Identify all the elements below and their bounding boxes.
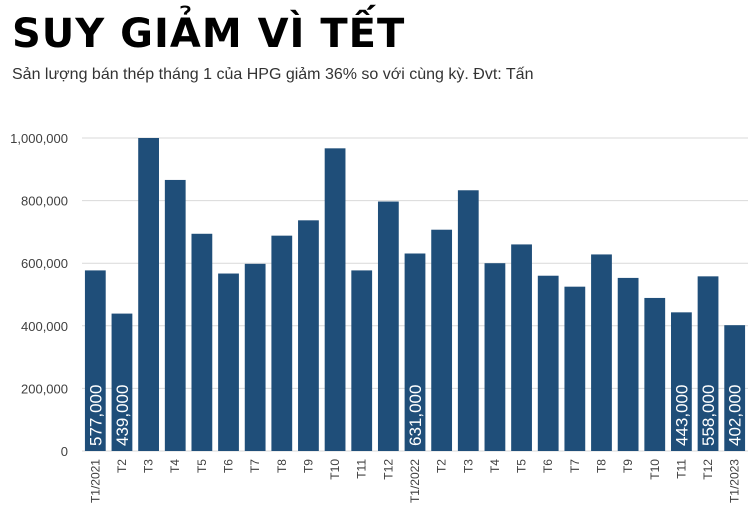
data-label: 558,000 — [699, 385, 718, 446]
x-axis: T1/2021 T2 T3 T4 T5 T6 T7 T8 T9 T10 T11 T12 T1/2022 T… — [88, 459, 741, 503]
bar — [271, 235, 293, 451]
data-labels: 577,000 439,000 631,000 443,000 558,000 402,0… — [86, 385, 744, 446]
x-tick-label: T3 — [142, 459, 156, 473]
bars — [84, 138, 746, 452]
data-label: 439,000 — [113, 385, 132, 446]
x-tick-label: T1/2021 — [88, 459, 102, 503]
bar — [697, 276, 719, 451]
x-tick-label: T10 — [648, 459, 662, 480]
data-label: 402,000 — [726, 385, 745, 446]
chart-title: SUY GIẢM VÌ TẾT — [12, 11, 406, 57]
data-label: 443,000 — [672, 385, 691, 446]
bar — [404, 253, 426, 451]
bar — [671, 312, 692, 451]
x-tick-label: T8 — [594, 459, 608, 473]
bar — [244, 263, 266, 451]
bar — [431, 229, 453, 451]
x-tick-label: T8 — [275, 459, 289, 473]
x-tick-label: T4 — [168, 459, 182, 473]
x-tick-label: T3 — [461, 459, 475, 473]
y-tick-label: 1,000,000 — [10, 131, 68, 146]
bar — [218, 273, 239, 451]
bar — [111, 313, 133, 451]
x-tick-label: T12 — [701, 459, 715, 480]
x-tick-label: T11 — [674, 459, 688, 479]
bar — [298, 220, 319, 451]
x-tick-label: T6 — [222, 459, 236, 473]
bar — [484, 263, 506, 451]
bar — [377, 201, 399, 451]
y-tick-label: 800,000 — [21, 194, 68, 209]
x-tick-label: T9 — [621, 459, 635, 473]
data-label: 577,000 — [86, 385, 105, 446]
bar — [511, 244, 532, 451]
data-label: 631,000 — [406, 385, 425, 446]
bar — [138, 138, 159, 451]
bar — [724, 325, 746, 451]
bar — [164, 179, 186, 451]
bar — [191, 233, 213, 451]
x-tick-label: T2 — [435, 459, 449, 473]
bar — [564, 286, 586, 451]
y-tick-label: 400,000 — [21, 319, 68, 334]
y-tick-label: 200,000 — [21, 381, 68, 396]
x-tick-label: T5 — [515, 459, 529, 473]
y-tick-label: 0 — [61, 444, 68, 459]
x-tick-label: T9 — [301, 459, 315, 473]
y-tick-label: 600,000 — [21, 256, 68, 271]
x-tick-label: T12 — [381, 459, 395, 480]
x-tick-label: T7 — [568, 459, 582, 473]
y-axis: 0 200,000 400,000 600,000 800,000 1,000,000 — [10, 131, 68, 459]
x-tick-label: T11 — [355, 459, 369, 479]
bar — [591, 254, 612, 451]
x-tick-label: T5 — [195, 459, 209, 473]
chart-subtitle: Sản lượng bán thép tháng 1 của HPG giảm … — [12, 66, 534, 83]
x-tick-label: T1/2023 — [728, 459, 742, 503]
bar — [617, 277, 639, 451]
bar — [457, 190, 479, 451]
bar — [644, 297, 666, 451]
bar — [324, 148, 346, 452]
bar — [351, 270, 373, 451]
bar — [537, 275, 559, 451]
x-tick-label: T1/2022 — [408, 459, 422, 503]
x-tick-label: T4 — [488, 459, 502, 473]
x-tick-label: T7 — [248, 459, 262, 473]
x-tick-label: T2 — [115, 459, 129, 473]
x-tick-label: T6 — [541, 459, 555, 473]
x-tick-label: T10 — [328, 459, 342, 480]
bar — [84, 270, 106, 451]
